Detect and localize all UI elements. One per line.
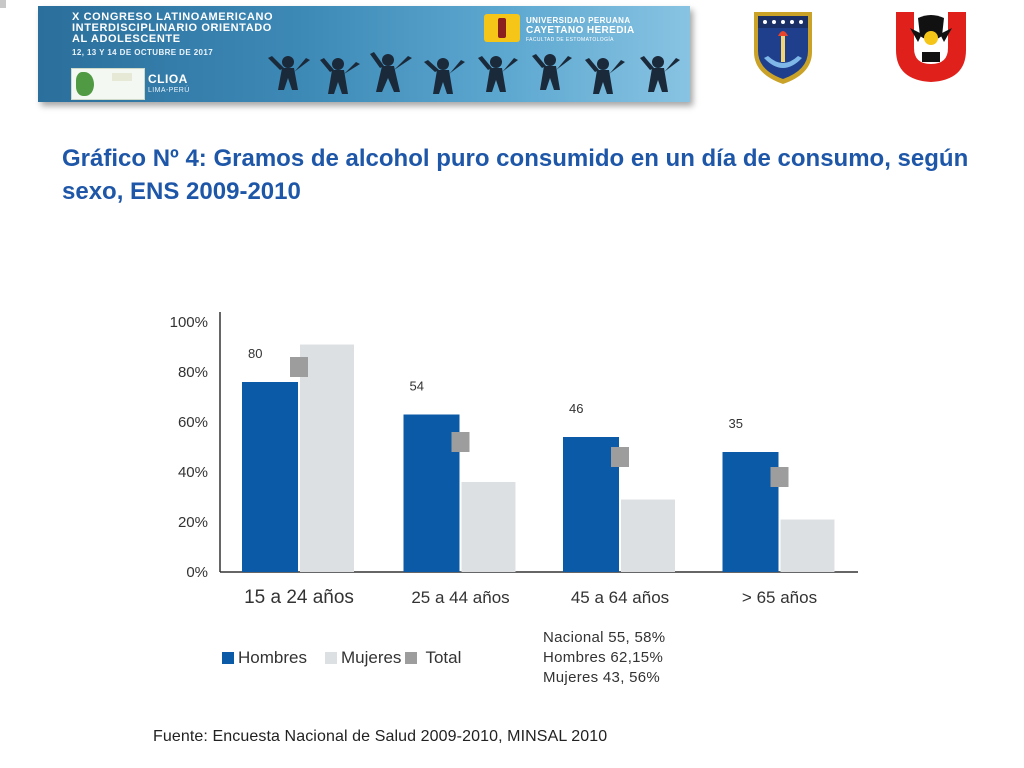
legend-item-total: Total — [405, 648, 461, 668]
data-label: 46 — [569, 401, 583, 416]
marker-total — [611, 447, 629, 467]
university-line: UNIVERSIDAD PERUANA — [526, 16, 631, 25]
clioa-mini-logo — [112, 73, 132, 81]
banner-title-line: INTERDISCIPLINARIO ORIENTADO — [72, 22, 272, 34]
data-label: 35 — [729, 416, 743, 431]
marker-total — [451, 432, 470, 452]
faculty-name: FACULTAD DE ESTOMATOLOGÍA — [526, 37, 614, 43]
legend-item-mujeres: Mujeres — [324, 648, 402, 668]
y-tick-label: 20% — [178, 514, 208, 531]
bar-hombres — [242, 382, 298, 572]
university-line: CAYETANO HEREDIA — [526, 25, 635, 36]
clioa-logo — [71, 68, 145, 100]
marker-total — [770, 467, 789, 487]
jumping-people-silhouettes-icon — [268, 52, 680, 94]
legend-swatch-hombres — [222, 652, 234, 664]
latin-america-map-icon — [76, 72, 94, 96]
bar-mujeres — [300, 344, 354, 572]
bar-chart: 0% 20% 40% 60% 80% 100% 80 15 a 24 años 54 25 a 4… — [170, 312, 858, 608]
university-seal-icon — [484, 14, 520, 42]
legend-label: Mujeres — [340, 648, 402, 667]
data-label: 54 — [410, 379, 424, 394]
clioa-name: CLIOA — [148, 72, 188, 86]
legend-label: Hombres — [238, 648, 307, 667]
banner-title-line: AL ADOLESCENTE — [72, 33, 181, 45]
university-crest-icon — [754, 12, 812, 84]
congress-banner: X CONGRESO LATINOAMERICANO INTERDISCIPLI… — [38, 6, 690, 102]
source-note: Fuente: Encuesta Nacional de Salud 2009-… — [153, 728, 608, 745]
chart-title: Gráfico Nº 4: Gramos de alcohol puro con… — [62, 145, 969, 205]
university-name: UNIVERSIDAD PERUANA CAYETANO HEREDIA FAC… — [526, 16, 635, 45]
bar-hombres — [722, 452, 779, 572]
banner-title-line: X CONGRESO LATINOAMERICANO — [72, 11, 274, 23]
data-label: 80 — [248, 346, 262, 361]
x-tick-label: > 65 años — [742, 588, 817, 607]
bar-mujeres — [780, 519, 835, 572]
banner-date: 12, 13 Y 14 DE OCTUBRE DE 2017 — [72, 48, 214, 57]
national-summary: Nacional 55, 58% Hombres 62,15% Mujeres … — [543, 628, 665, 688]
bar-mujeres — [461, 482, 516, 572]
legend-item-hombres: Hombres — [222, 648, 307, 668]
bar-hombres — [403, 414, 460, 572]
x-tick-label: 25 a 44 años — [411, 588, 509, 607]
summary-line: Mujeres 43, 56% — [543, 669, 661, 686]
clioa-location: LIMA-PERÚ — [148, 87, 190, 94]
x-tick-label: 15 a 24 años — [244, 587, 354, 608]
bar-hombres — [563, 437, 619, 572]
y-tick-label: 80% — [178, 364, 208, 381]
y-tick-label: 0% — [186, 564, 208, 581]
eagle-shield-icon — [896, 12, 966, 82]
y-tick-label: 100% — [170, 314, 208, 331]
summary-line: Hombres 62,15% — [543, 649, 664, 666]
bar-mujeres — [621, 499, 675, 572]
legend-swatch-mujeres — [324, 652, 337, 664]
legend-swatch-total — [405, 652, 418, 664]
y-tick-label: 60% — [178, 414, 208, 431]
chart-legend: Hombres Mujeres Total — [222, 648, 465, 668]
legend-label: Total — [425, 648, 462, 667]
y-tick-label: 40% — [178, 464, 208, 481]
banner-title: X CONGRESO LATINOAMERICANO INTERDISCIPLI… — [72, 12, 273, 45]
corner-mark — [0, 0, 6, 8]
x-tick-label: 45 a 64 años — [571, 588, 669, 607]
summary-line: Nacional 55, 58% — [543, 629, 666, 646]
marker-total — [290, 357, 308, 377]
